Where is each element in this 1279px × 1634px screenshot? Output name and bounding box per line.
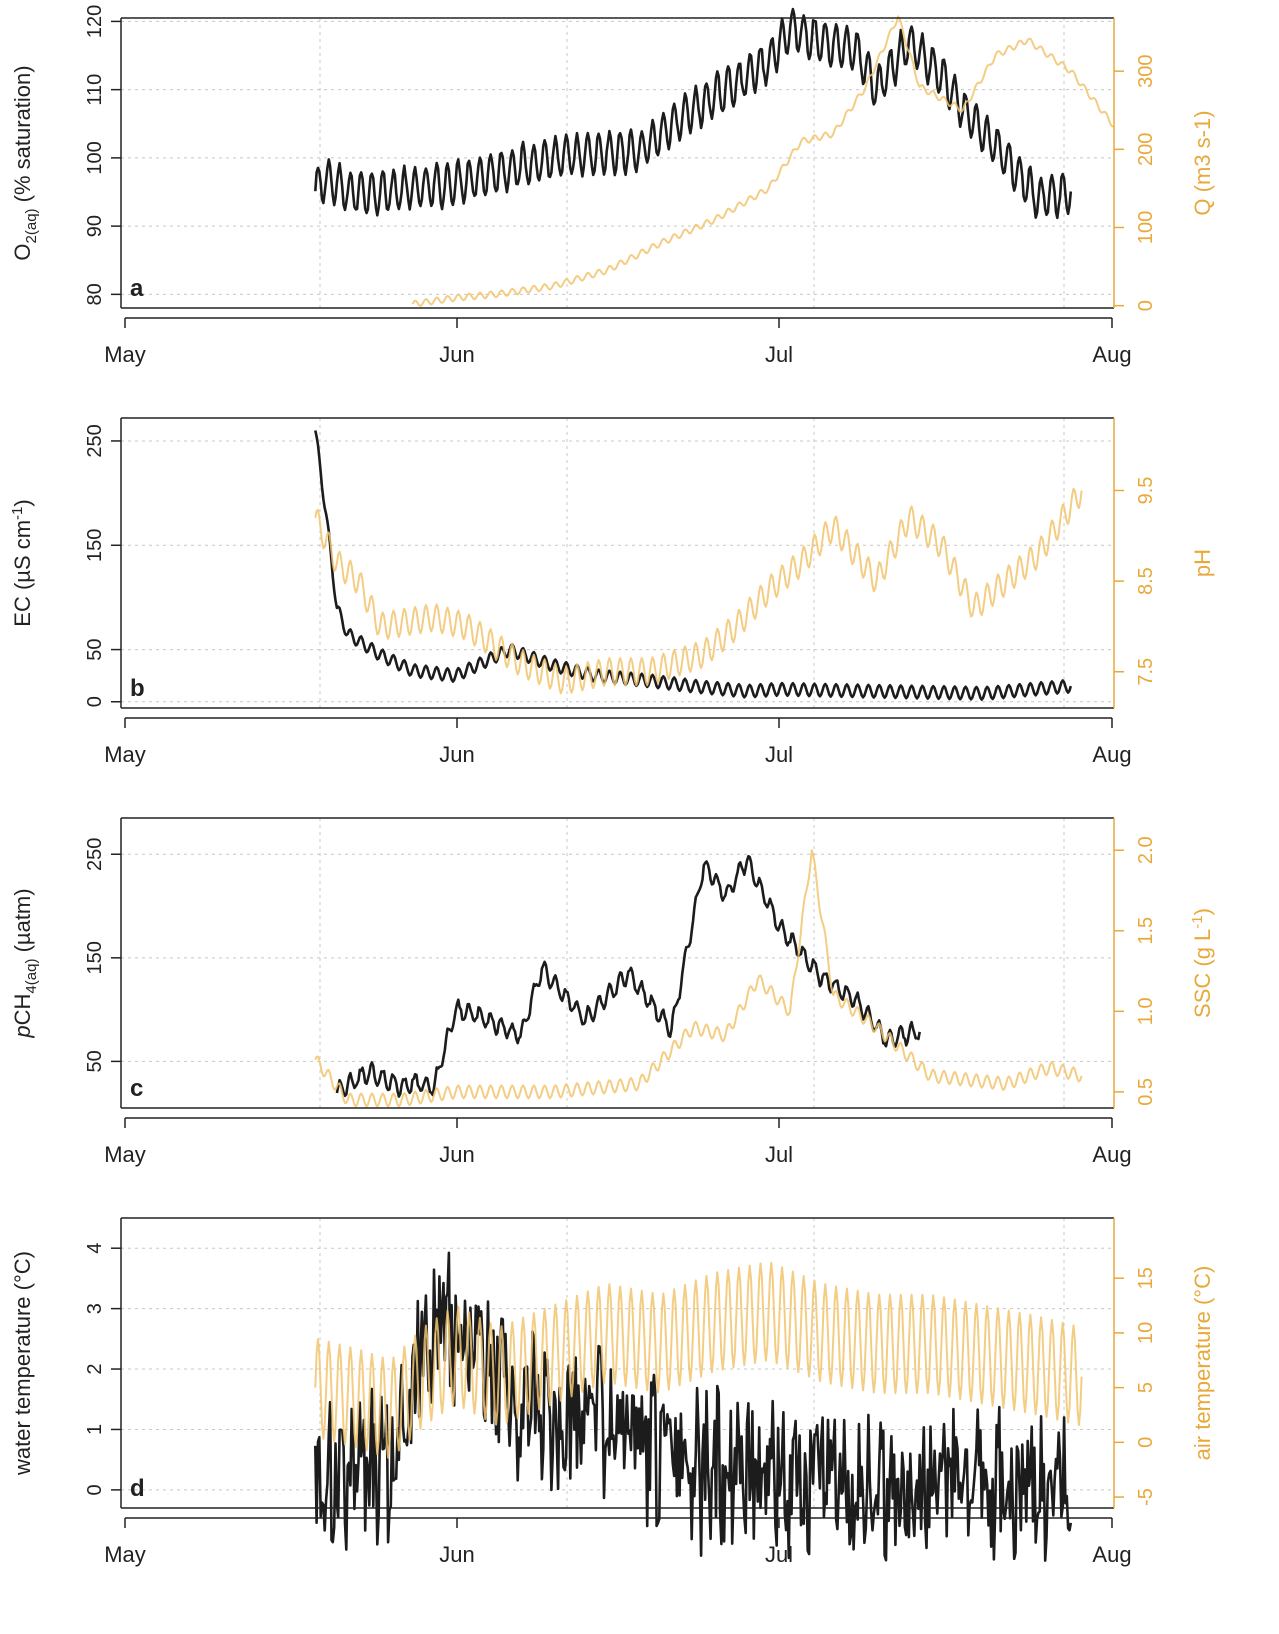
y-left-tick-label: 1 xyxy=(84,1424,106,1435)
y-left-tick-label: 150 xyxy=(84,941,106,974)
y-left-label-rest: (% saturation) xyxy=(10,65,35,208)
panel-a: May Jun Jul Aug 80 90 100 110 120 0 100 200 300 a O2(a… xyxy=(10,5,1215,367)
y-right-tick-label: 15 xyxy=(1135,1267,1157,1289)
y-right-label-sup: -1 xyxy=(1189,915,1206,928)
y-right-tick-label: 7.5 xyxy=(1135,658,1157,686)
x-tick-label: May xyxy=(104,742,146,767)
x-tick-label: Aug xyxy=(1092,342,1131,367)
y-right-tick-label: 9.5 xyxy=(1135,477,1157,505)
series-primary-line xyxy=(314,430,1073,701)
y-left-label-sub: 2(aq) xyxy=(23,208,40,243)
y-right-tick-label: 100 xyxy=(1135,211,1157,244)
y-right-tick-label: 300 xyxy=(1135,54,1157,87)
x-tick-label: Jun xyxy=(439,1142,474,1167)
y-right-tick-label: 10 xyxy=(1135,1322,1157,1344)
y-left-tick-label: 0 xyxy=(84,1484,106,1495)
y-left-label: EC (µS cm-1) xyxy=(9,499,35,626)
panel-label: d xyxy=(130,1475,145,1502)
y-right-tick-label: 200 xyxy=(1135,133,1157,166)
y-left-tick-label: 3 xyxy=(84,1303,106,1314)
y-right-tick-label: 0.5 xyxy=(1135,1078,1157,1106)
y-left-tick-label: 4 xyxy=(84,1243,106,1254)
y-left-tick-label: 50 xyxy=(84,1050,106,1072)
series-primary-line xyxy=(335,854,921,1098)
x-tick-label: Aug xyxy=(1092,1142,1131,1167)
y-right-tick-label: 0 xyxy=(1135,300,1157,311)
y-left-tick-label: 150 xyxy=(84,529,106,562)
y-left-label-rest: ) xyxy=(10,499,35,506)
y-left-tick-label: 100 xyxy=(84,141,106,174)
y-right-tick-label: 1.0 xyxy=(1135,997,1157,1025)
x-tick-label: Jun xyxy=(439,742,474,767)
series-secondary-line xyxy=(314,487,1083,695)
x-tick-label: Jul xyxy=(765,342,793,367)
series-primary-line xyxy=(314,1251,1073,1562)
series-secondary-line xyxy=(314,1261,1083,1459)
y-left-label: pCH4(aq) (µatm) xyxy=(10,888,40,1038)
x-tick-label: May xyxy=(104,342,146,367)
x-tick-label: Jun xyxy=(439,342,474,367)
x-tick-label: May xyxy=(104,1542,146,1567)
x-tick-label: Aug xyxy=(1092,742,1131,767)
y-left-tick-label: 120 xyxy=(84,5,106,38)
y-left-tick-label: 50 xyxy=(84,638,106,660)
panel-b: May Jun Jul Aug 0 50 150 250 7.5 8.5 9.5 b EC (µS cm… xyxy=(9,417,1215,767)
y-left-label: O2(aq) (% saturation) xyxy=(10,65,40,260)
y-left-tick-label: 2 xyxy=(84,1363,106,1374)
y-right-tick-label: -5 xyxy=(1135,1488,1157,1506)
y-left-label-rest: (µatm) xyxy=(10,888,35,958)
y-right-tick-label: 2.0 xyxy=(1135,836,1157,864)
y-left-tick-label: 90 xyxy=(84,215,106,237)
series-secondary-line xyxy=(411,15,1115,307)
y-left-label-main: CH xyxy=(10,994,35,1026)
panel-d: May Jun Jul Aug 0 1 2 3 4 -5 0 5 10 15 d water temperat… xyxy=(10,1217,1215,1567)
y-right-tick-label: 8.5 xyxy=(1135,567,1157,595)
y-left-tick-label: 0 xyxy=(84,696,106,707)
y-right-label-rest: ) xyxy=(1190,908,1215,915)
x-tick-label: Jul xyxy=(765,1142,793,1167)
panel-label: b xyxy=(130,675,145,702)
y-right-label: SSC (g L-1) xyxy=(1189,908,1215,1018)
y-left-label-main: O xyxy=(10,243,35,260)
y-right-label: pH xyxy=(1190,549,1215,577)
y-right-label-main: SSC (g L xyxy=(1190,929,1215,1018)
x-tick-label: Jun xyxy=(439,1542,474,1567)
y-right-label: Q (m3 s-1) xyxy=(1190,110,1215,215)
y-left-label-main: EC (µS cm xyxy=(10,520,35,627)
y-right-tick-label: 5 xyxy=(1135,1382,1157,1393)
x-tick-label: Jul xyxy=(765,742,793,767)
panel-c: May Jun Jul Aug 50 150 250 0.5 1.0 1.5 2.0 c pCH4(aq… xyxy=(10,817,1215,1167)
y-left-tick-label: 110 xyxy=(84,74,106,106)
panel-label: a xyxy=(130,275,144,302)
y-left-label-sup: -1 xyxy=(9,507,26,520)
y-left-tick-label: 80 xyxy=(84,283,106,305)
y-left-label: water temperature (°C) xyxy=(10,1251,35,1476)
y-left-tick-label: 250 xyxy=(84,838,106,871)
x-tick-label: May xyxy=(104,1142,146,1167)
y-left-tick-label: 250 xyxy=(84,424,106,457)
y-right-tick-label: 1.5 xyxy=(1135,917,1157,945)
series-primary-line xyxy=(314,7,1073,220)
y-right-label: air temperature (°C) xyxy=(1190,1266,1215,1461)
y-right-tick-label: 0 xyxy=(1135,1437,1157,1448)
y-left-label-prefix: p xyxy=(10,1025,35,1038)
x-tick-label: Aug xyxy=(1092,1542,1131,1567)
series-secondary-line xyxy=(314,849,1083,1108)
y-left-label-sub: 4(aq) xyxy=(23,959,40,994)
panel-label: c xyxy=(130,1075,143,1102)
x-tick-label: Jul xyxy=(765,1542,793,1567)
